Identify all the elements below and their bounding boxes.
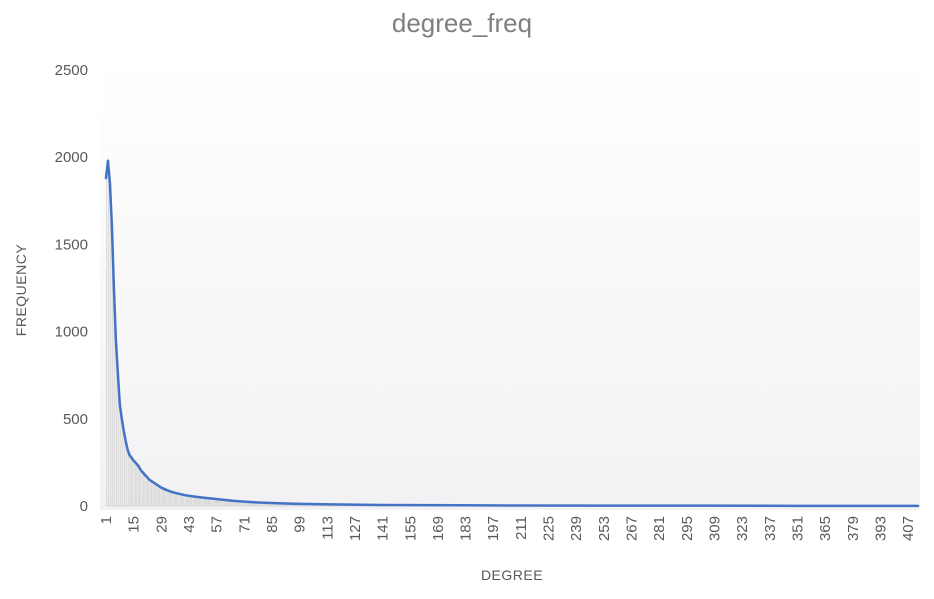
x-tick-label: 141 xyxy=(375,516,392,541)
x-tick-label: 113 xyxy=(319,516,336,540)
x-tick-label: 351 xyxy=(789,516,806,541)
x-tick-label: 57 xyxy=(209,516,226,533)
x-tick-label: 15 xyxy=(126,516,143,533)
x-tick-label: 29 xyxy=(153,516,170,533)
x-tick-label: 225 xyxy=(541,516,558,541)
x-tick-label: 309 xyxy=(707,516,724,541)
x-tick-label: 295 xyxy=(679,516,696,541)
x-tick-label: 267 xyxy=(624,516,641,541)
x-tick-label: 253 xyxy=(596,516,613,541)
x-tick-label: 183 xyxy=(458,516,475,541)
y-tick-label: 2000 xyxy=(55,149,88,166)
x-tick-label: 127 xyxy=(347,516,364,541)
x-tick-label: 211 xyxy=(513,516,530,540)
y-tick-label: 2500 xyxy=(55,62,88,79)
histogram-bar xyxy=(108,161,109,506)
x-tick-label: 379 xyxy=(845,516,862,541)
x-tick-label: 393 xyxy=(872,516,889,541)
histogram-bar xyxy=(142,471,145,506)
histogram-bar xyxy=(149,480,152,506)
x-tick-label: 71 xyxy=(236,516,253,533)
x-tick-label: 281 xyxy=(651,516,668,541)
x-tick-label: 337 xyxy=(762,516,779,541)
x-tick-label: 99 xyxy=(292,516,309,533)
x-tick-label: 365 xyxy=(817,516,834,541)
x-tick-label: 323 xyxy=(734,516,751,541)
y-tick-label: 0 xyxy=(80,498,88,515)
y-tick-label: 500 xyxy=(63,411,88,428)
x-tick-label: 85 xyxy=(264,516,281,533)
x-tick-label: 43 xyxy=(181,516,198,533)
y-tick-label: 1000 xyxy=(55,324,88,341)
y-axis-label: FREQUENCY xyxy=(13,244,29,337)
x-tick-labels: 1 15 29 43 57 71 85 99 113 127 141 155 169 183 197 211 2… xyxy=(98,516,917,541)
histogram-bar xyxy=(128,450,129,506)
plot-area xyxy=(100,60,920,510)
histogram-bar xyxy=(106,178,107,506)
x-axis-label: DEGREE xyxy=(481,567,543,583)
x-tick-label: 239 xyxy=(568,516,585,541)
x-tick-label: 169 xyxy=(430,516,447,541)
histogram-bar xyxy=(153,482,156,506)
x-tick-label: 155 xyxy=(402,516,419,541)
x-tick-label: 197 xyxy=(485,516,502,541)
x-tick-label: 1 xyxy=(98,516,115,524)
histogram-bar xyxy=(134,461,137,506)
x-tick-label: 407 xyxy=(900,516,917,541)
y-tick-labels: 0 500 1000 1500 2000 2500 xyxy=(55,62,88,515)
histogram-bar xyxy=(130,455,133,506)
y-tick-label: 1500 xyxy=(55,236,88,253)
chart-title: degree_freq xyxy=(392,8,532,38)
